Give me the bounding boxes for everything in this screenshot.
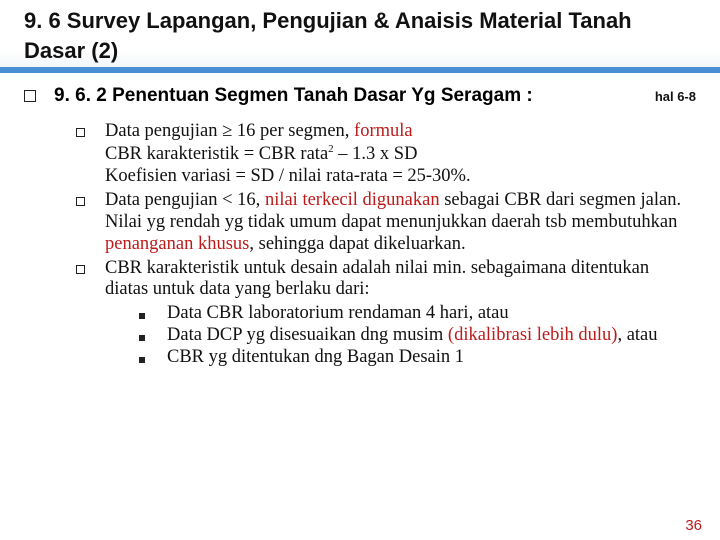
title-bar: 9. 6 Survey Lapangan, Pengujian & Anaisi…: [0, 0, 720, 73]
page-reference: hal 6-8: [655, 85, 696, 107]
item-text: Data pengujian < 16, nilai terkecil digu…: [105, 190, 696, 255]
subitem-text: Data CBR laboratorium rendaman 4 hari, a…: [167, 303, 509, 325]
bullet-square-icon: [76, 265, 85, 274]
bullet-fill-icon: [139, 335, 145, 341]
bullet-square-icon: [76, 197, 85, 206]
list-item: CBR karakteristik untuk desain adalah ni…: [76, 258, 696, 369]
bullet-square-icon: [24, 90, 36, 102]
level2-list: Data pengujian ≥ 16 per segmen, formula …: [24, 113, 696, 368]
level3-list: Data CBR laboratorium rendaman 4 hari, a…: [105, 301, 696, 368]
slide-content: 9. 6. 2 Penentuan Segmen Tanah Dasar Yg …: [0, 73, 720, 368]
list-item: Data pengujian ≥ 16 per segmen, formula …: [76, 121, 696, 188]
page-number: 36: [685, 517, 702, 534]
subitem-text: Data DCP yg disesuaikan dng musim (dikal…: [167, 325, 658, 347]
subitem-text: CBR yg ditentukan dng Bagan Desain 1: [167, 347, 464, 369]
list-item: CBR yg ditentukan dng Bagan Desain 1: [139, 347, 696, 369]
item-text: CBR karakteristik untuk desain adalah ni…: [105, 258, 696, 369]
section-row: 9. 6. 2 Penentuan Segmen Tanah Dasar Yg …: [24, 85, 696, 107]
bullet-fill-icon: [139, 357, 145, 363]
bullet-square-icon: [76, 128, 85, 137]
item-text: Data pengujian ≥ 16 per segmen, formula …: [105, 121, 471, 188]
bullet-fill-icon: [139, 313, 145, 319]
slide-title: 9. 6 Survey Lapangan, Pengujian & Anaisi…: [24, 6, 696, 65]
list-item: Data pengujian < 16, nilai terkecil digu…: [76, 190, 696, 255]
list-item: Data CBR laboratorium rendaman 4 hari, a…: [139, 303, 696, 325]
list-item: Data DCP yg disesuaikan dng musim (dikal…: [139, 325, 696, 347]
section-heading: 9. 6. 2 Penentuan Segmen Tanah Dasar Yg …: [54, 85, 533, 107]
